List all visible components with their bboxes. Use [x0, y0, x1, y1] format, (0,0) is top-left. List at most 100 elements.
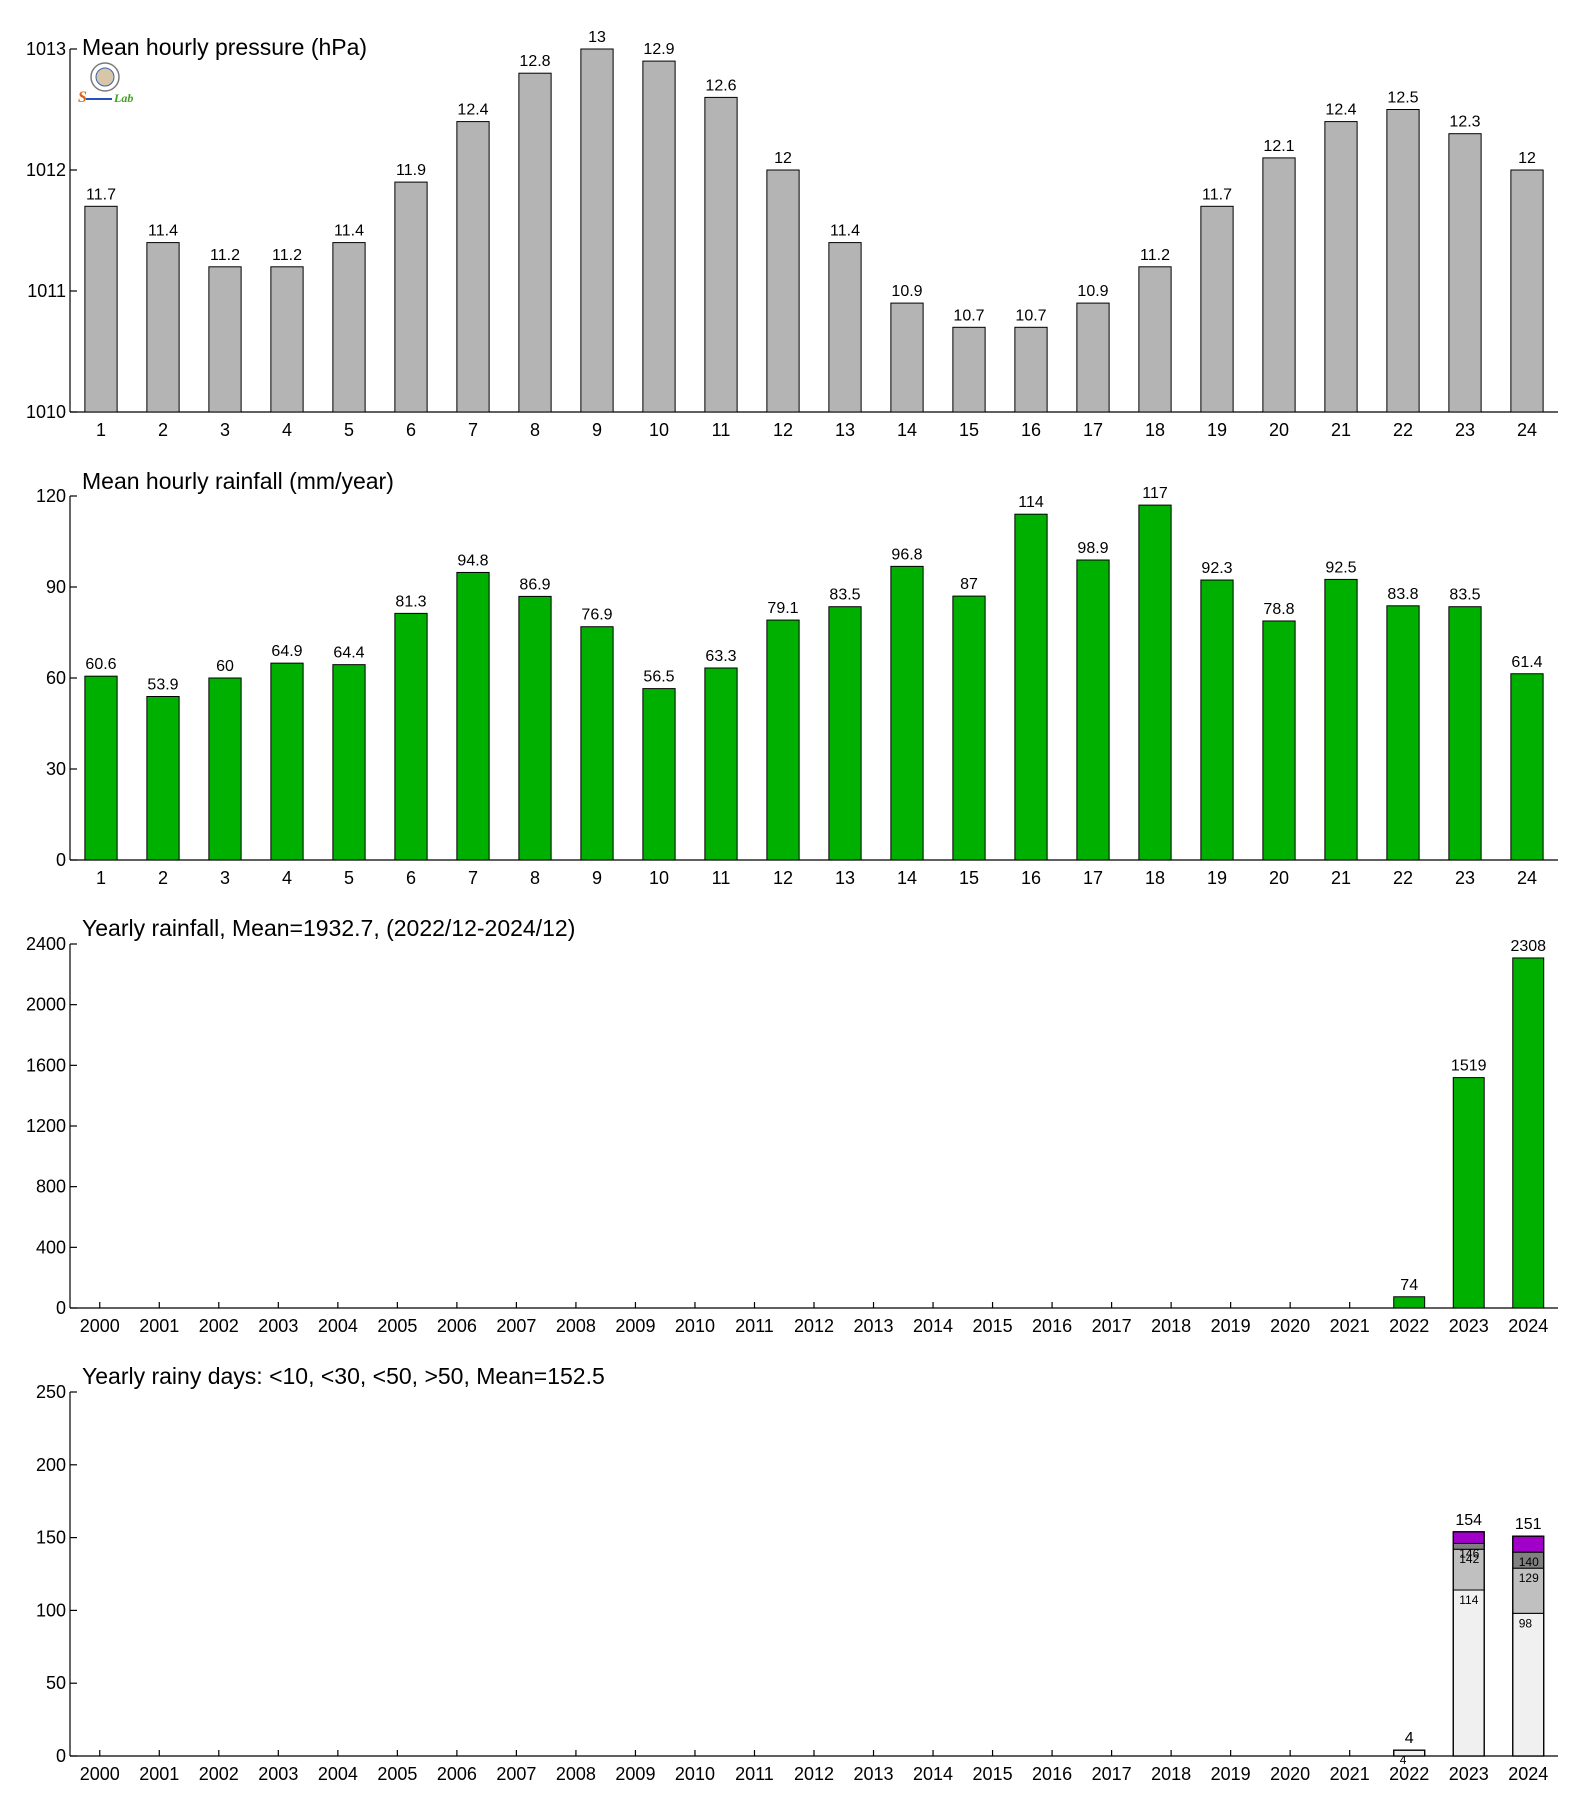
x-tick-label: 14 — [897, 868, 917, 888]
x-tick-label: 2023 — [1449, 1316, 1489, 1336]
x-tick-label: 1 — [96, 868, 106, 888]
data-label: 61.4 — [1511, 654, 1542, 671]
data-label: 94.8 — [457, 552, 488, 569]
x-tick-label: 11 — [712, 868, 731, 888]
bar — [270, 662, 304, 861]
x-tick-label: 12 — [773, 868, 793, 888]
y-tick-label: 1011 — [27, 281, 66, 301]
x-tick-label: 2011 — [735, 1316, 774, 1336]
y-tick-label: 1012 — [26, 160, 66, 180]
bar — [766, 619, 800, 861]
x-tick-label: 16 — [1021, 868, 1041, 888]
x-tick-label: 20 — [1269, 868, 1289, 888]
data-label: 1519 — [1451, 1058, 1487, 1075]
y-tick-label: 2400 — [26, 934, 66, 954]
x-tick-label: 2003 — [258, 1764, 298, 1784]
x-tick-label: 2019 — [1211, 1316, 1251, 1336]
bar — [1324, 121, 1358, 413]
y-tick-label: 60 — [46, 668, 66, 688]
x-tick-label: 2020 — [1270, 1764, 1310, 1784]
data-label: 63.3 — [705, 648, 736, 665]
bar — [84, 675, 118, 861]
data-label: 92.3 — [1201, 560, 1232, 577]
segment-label: 98 — [1519, 1616, 1533, 1630]
bar — [1393, 1296, 1426, 1309]
x-tick-label: 2012 — [794, 1764, 834, 1784]
bar — [704, 96, 738, 413]
x-tick-label: 24 — [1517, 420, 1537, 440]
x-tick-label: 2004 — [318, 1764, 358, 1784]
data-label: 114 — [1018, 494, 1044, 511]
x-tick-label: 6 — [406, 868, 416, 888]
bar — [1076, 559, 1110, 861]
data-label: 56.5 — [643, 669, 674, 686]
x-tick-label: 22 — [1393, 420, 1413, 440]
x-tick-label: 2022 — [1389, 1764, 1429, 1784]
x-tick-label: 2022 — [1389, 1316, 1429, 1336]
data-label: 2308 — [1510, 938, 1546, 955]
y-tick-label: 1013 — [26, 39, 66, 59]
x-tick-label: 2019 — [1211, 1764, 1251, 1784]
data-label: 74 — [1400, 1277, 1418, 1294]
x-tick-label: 20 — [1269, 420, 1289, 440]
data-label: 12.6 — [705, 77, 736, 94]
bar — [1200, 579, 1234, 861]
bar — [146, 696, 180, 861]
y-tick-label: 50 — [46, 1673, 66, 1693]
bar — [270, 266, 304, 413]
data-label: 11.4 — [830, 223, 860, 240]
data-label: 64.4 — [333, 645, 364, 662]
x-tick-label: 2008 — [556, 1764, 596, 1784]
x-tick-label: 2002 — [199, 1316, 239, 1336]
bar — [332, 242, 366, 413]
bar — [890, 302, 924, 413]
data-label: 12.4 — [1325, 102, 1356, 119]
x-tick-label: 7 — [468, 868, 478, 888]
bar — [580, 626, 614, 861]
x-tick-label: 2021 — [1330, 1764, 1370, 1784]
chart-title: Mean hourly pressure (hPa) — [82, 34, 367, 60]
x-tick-label: 1 — [96, 420, 106, 440]
x-tick-label: 8 — [530, 868, 540, 888]
x-tick-label: 2012 — [794, 1316, 834, 1336]
x-tick-label: 2000 — [80, 1316, 120, 1336]
data-label: 87 — [960, 576, 978, 593]
stack-outline — [1512, 1535, 1545, 1757]
x-tick-label: 8 — [530, 420, 540, 440]
x-tick-label: 2021 — [1330, 1316, 1370, 1336]
x-tick-label: 19 — [1207, 868, 1227, 888]
x-tick-label: 21 — [1331, 420, 1351, 440]
data-label: 12.8 — [519, 53, 550, 70]
data-label: 10.7 — [1015, 307, 1046, 324]
x-tick-label: 10 — [649, 420, 669, 440]
data-label: 92.5 — [1325, 559, 1356, 576]
x-tick-label: 9 — [592, 868, 602, 888]
x-tick-label: 2009 — [615, 1316, 655, 1336]
y-tick-label: 30 — [46, 759, 66, 779]
x-tick-label: 5 — [344, 868, 354, 888]
x-tick-label: 2 — [158, 420, 168, 440]
x-tick-label: 15 — [959, 868, 979, 888]
y-tick-label: 1600 — [26, 1055, 66, 1075]
data-label: 11.2 — [210, 247, 240, 264]
bar — [456, 571, 490, 861]
x-tick-label: 2018 — [1151, 1316, 1191, 1336]
data-label: 98.9 — [1077, 540, 1108, 557]
bar — [1452, 1077, 1485, 1309]
lab-seal-inner-icon — [95, 67, 115, 87]
data-label: 11.2 — [1140, 247, 1170, 264]
x-tick-label: 19 — [1207, 420, 1227, 440]
stack-outline — [1452, 1531, 1485, 1757]
x-tick-label: 2016 — [1032, 1764, 1072, 1784]
x-tick-label: 2003 — [258, 1316, 298, 1336]
stack-segment — [1452, 1589, 1485, 1757]
data-label: 81.3 — [395, 593, 426, 610]
data-label: 12.3 — [1449, 114, 1480, 131]
data-label: 83.5 — [829, 587, 860, 604]
x-tick-label: 13 — [835, 420, 855, 440]
x-tick-label: 9 — [592, 420, 602, 440]
bar — [642, 60, 676, 413]
